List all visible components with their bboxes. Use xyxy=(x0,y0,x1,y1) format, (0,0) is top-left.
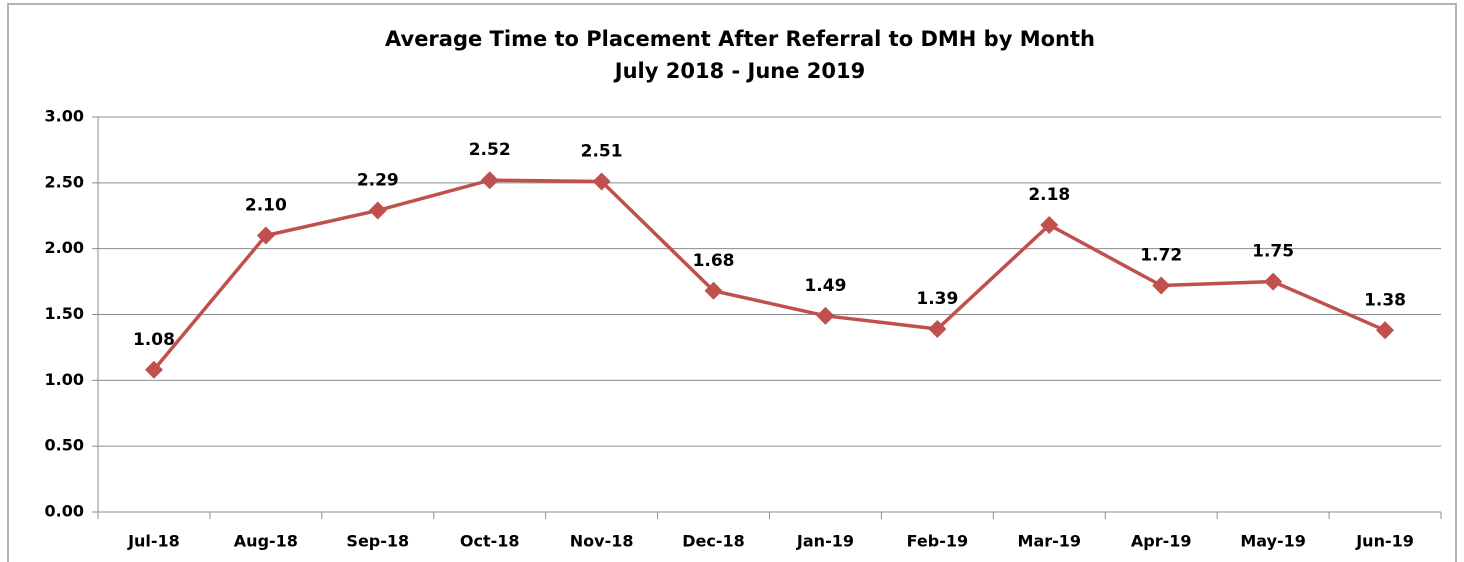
data-point xyxy=(256,226,275,245)
y-tick-label: 0.50 xyxy=(45,436,84,455)
data-point xyxy=(1152,276,1171,295)
x-tick-label: Jan-19 xyxy=(796,532,854,551)
data-label: 1.72 xyxy=(1140,246,1182,266)
data-label: 1.08 xyxy=(133,330,175,350)
data-label: 1.75 xyxy=(1252,242,1294,262)
x-tick-label: Jun-19 xyxy=(1355,532,1414,551)
data-label: 1.49 xyxy=(804,276,846,296)
x-tick-label: Jul-18 xyxy=(127,532,180,551)
data-point xyxy=(1264,272,1283,291)
x-tick-label: Feb-19 xyxy=(907,532,969,551)
data-label: 1.38 xyxy=(1364,290,1406,310)
x-tick-label: Nov-18 xyxy=(570,532,634,551)
y-tick-label: 3.00 xyxy=(45,107,84,126)
x-tick-label: Sep-18 xyxy=(346,532,409,551)
data-point xyxy=(704,281,723,300)
data-label: 2.51 xyxy=(581,142,623,162)
chart-title: Average Time to Placement After Referral… xyxy=(385,27,1095,51)
data-label: 1.68 xyxy=(693,251,735,271)
data-label: 2.29 xyxy=(357,170,399,190)
x-tick-label: May-19 xyxy=(1240,532,1306,551)
x-tick-label: Mar-19 xyxy=(1018,532,1082,551)
data-point xyxy=(480,171,499,190)
data-label: 2.18 xyxy=(1028,185,1070,205)
y-tick-label: 1.00 xyxy=(45,370,84,389)
x-tick-label: Oct-18 xyxy=(460,532,520,551)
series-line xyxy=(152,178,1386,371)
x-tick-label: Aug-18 xyxy=(234,532,298,551)
data-label: 1.39 xyxy=(916,289,958,309)
x-tick-label: Dec-18 xyxy=(682,532,745,551)
x-tick-label: Apr-19 xyxy=(1131,532,1192,551)
data-label: 2.10 xyxy=(245,196,287,216)
data-label: 2.52 xyxy=(469,140,511,160)
y-tick-label: 2.50 xyxy=(45,172,84,191)
data-point xyxy=(1376,321,1395,340)
data-point xyxy=(816,306,835,325)
data-point xyxy=(368,201,387,220)
data-point xyxy=(592,172,611,191)
y-tick-label: 1.50 xyxy=(45,304,84,323)
data-point xyxy=(1040,215,1059,234)
data-point xyxy=(928,319,947,338)
data-point xyxy=(144,360,163,379)
chart-subtitle: July 2018 - June 2019 xyxy=(613,59,865,83)
y-tick-label: 0.00 xyxy=(45,502,84,521)
y-tick-label: 2.00 xyxy=(45,238,84,257)
